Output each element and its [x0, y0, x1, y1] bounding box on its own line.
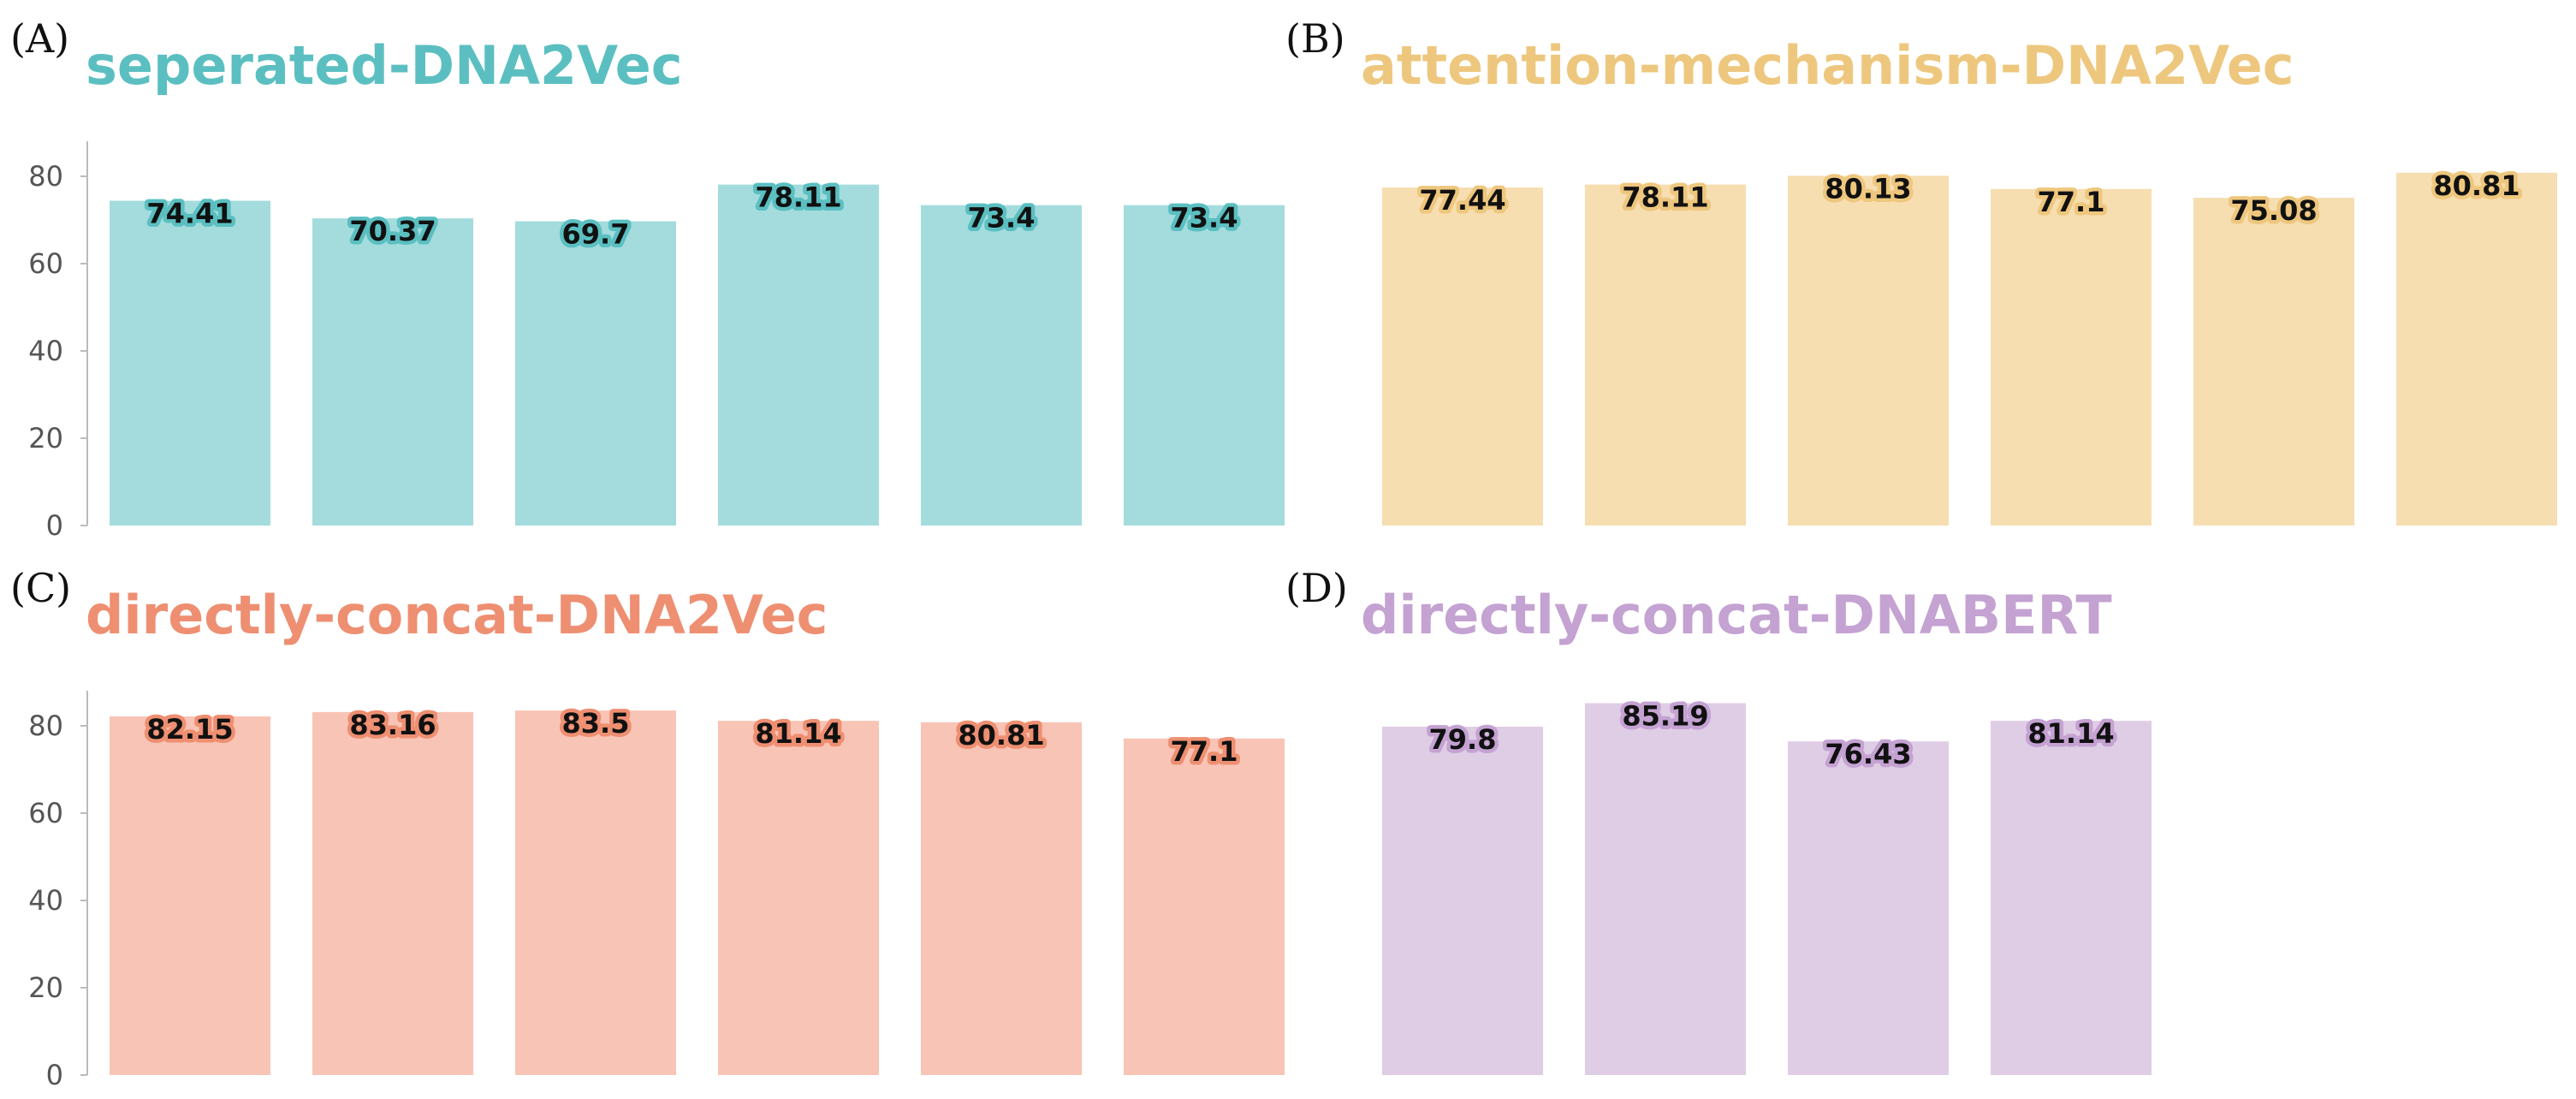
bar: [1382, 187, 1543, 526]
bar: [1382, 727, 1543, 1075]
y-tick-label: 40: [28, 884, 63, 917]
bar: [1991, 721, 2152, 1075]
y-tick-label: 0: [46, 1059, 63, 1091]
bar: [921, 722, 1082, 1075]
bar: [2396, 172, 2557, 526]
panel-d: (D) directly-concat-DNABERT 79.8 85.19 76.…: [1275, 550, 2550, 1099]
bar: [1788, 175, 1949, 526]
bar: [1788, 741, 1949, 1075]
panel-a: (A) seperated-DNA2Vec 0 20 40 60 80 74.41 70.3…: [0, 0, 1285, 550]
data-label: 81.14: [755, 717, 841, 750]
bar: [1991, 188, 2152, 526]
bar: [110, 200, 270, 526]
y-tick-label: 80: [28, 160, 63, 193]
y-tick-label: 60: [28, 247, 63, 280]
panel-b: (B) attention-mechanism-DNA2Vec 77.44 78.…: [1275, 0, 2557, 550]
bar: [1124, 205, 1285, 526]
data-label: 73.4: [1171, 202, 1238, 235]
panel-c: (C) directly-concat-DNA2Vec 0 20 40 60 80 82.…: [0, 550, 1285, 1099]
panel-title-a: seperated-DNA2Vec: [86, 34, 683, 97]
data-label: 69.7: [562, 218, 630, 251]
y-tick-label: 20: [28, 971, 63, 1004]
data-label: 78.11: [1622, 181, 1708, 214]
data-label: 79.8: [1429, 723, 1497, 756]
panel-label-a: (A): [10, 15, 70, 62]
bar: [515, 710, 676, 1075]
data-label: 80.81: [958, 719, 1044, 751]
data-label: 77.1: [1171, 735, 1238, 768]
y-tick-label: 60: [28, 797, 63, 829]
data-label: 73.4: [968, 202, 1036, 235]
bar-chart-a: 0 20 40 60 80 74.41 70.37 69.7 78.11 73.4 73.4: [28, 141, 1285, 542]
data-label: 76.43: [1825, 738, 1911, 770]
data-label: 85.19: [1622, 700, 1708, 733]
data-label: 83.16: [349, 709, 436, 741]
bar: [2193, 198, 2354, 526]
bar: [718, 721, 879, 1075]
y-tick-label: 20: [28, 422, 63, 454]
bar: [312, 711, 473, 1075]
data-label: 78.11: [755, 181, 841, 214]
y-tick-label: 80: [28, 710, 63, 742]
data-label: 77.44: [1419, 184, 1505, 217]
data-label: 74.41: [146, 198, 233, 230]
bar-chart-c: 0 20 40 60 80 82.15 83.16 83.5 81.14 80.81 77.1: [28, 691, 1285, 1091]
bar: [1124, 738, 1285, 1075]
data-label: 75.08: [2230, 194, 2317, 227]
panel-label-b: (B): [1285, 15, 1345, 62]
bar: [1585, 703, 1746, 1075]
data-label: 83.5: [562, 707, 630, 740]
y-tick-label: 0: [46, 509, 63, 542]
bar: [1585, 184, 1746, 526]
panel-title-b: attention-mechanism-DNA2Vec: [1361, 34, 2294, 97]
data-label: 81.14: [2027, 717, 2114, 750]
bar-chart-b: 77.44 78.11 80.13 77.1 75.08 80.81: [1382, 165, 2557, 526]
data-label: 77.1: [2038, 186, 2105, 218]
data-label: 82.15: [146, 713, 233, 746]
panel-title-d: directly-concat-DNABERT: [1361, 584, 2112, 646]
bar-chart-d: 79.8 85.19 76.43 81.14: [1382, 696, 2152, 1075]
bar: [718, 184, 879, 526]
panel-label-d: (D): [1285, 565, 1348, 611]
bar: [515, 221, 676, 526]
data-label: 80.81: [2433, 169, 2520, 202]
panel-label-c: (C): [10, 565, 72, 611]
bar: [921, 205, 1082, 526]
bar: [312, 218, 473, 526]
y-tick-label: 40: [28, 335, 63, 367]
data-label: 70.37: [349, 215, 436, 247]
data-label: 80.13: [1825, 172, 1911, 205]
bar: [110, 716, 270, 1075]
panel-title-c: directly-concat-DNA2Vec: [86, 584, 828, 646]
